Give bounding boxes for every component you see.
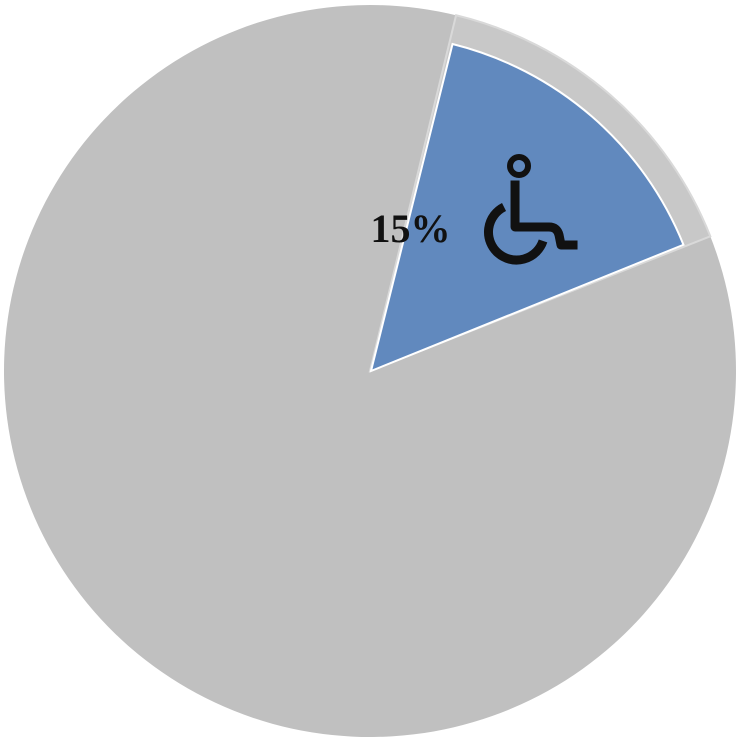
pie-labels: 15% [370,153,578,265]
pie-slice-label: 15% [370,206,450,251]
pie-slice-0 [369,42,685,373]
pie-slices [4,4,737,737]
wheelchair-icon [484,153,578,265]
pie-slice-1 [4,4,737,737]
